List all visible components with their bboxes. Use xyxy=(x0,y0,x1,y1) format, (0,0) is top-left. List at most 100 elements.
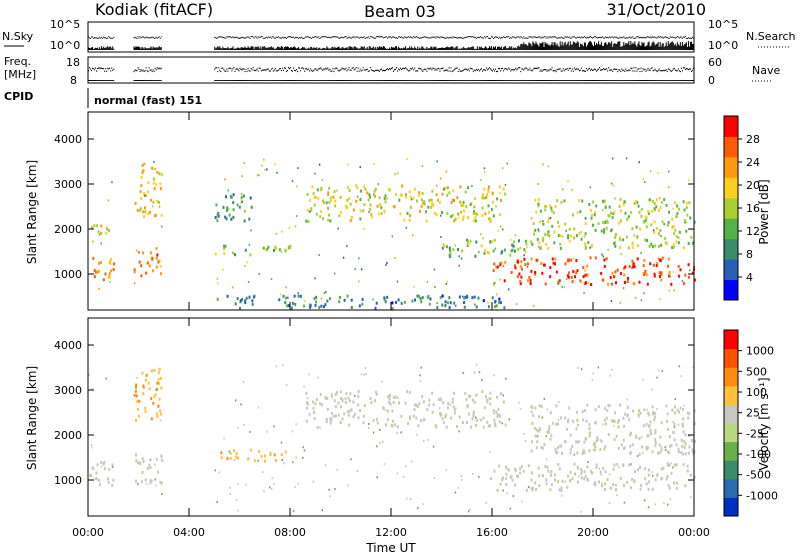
echo-cell xyxy=(656,226,658,230)
echo-cell xyxy=(619,246,622,250)
echo-cell xyxy=(446,193,449,197)
nave-point xyxy=(623,69,625,71)
echo-cell xyxy=(460,478,463,481)
echo-cell xyxy=(667,257,670,261)
nsky-bar xyxy=(579,43,581,50)
echo-cell xyxy=(615,281,617,285)
echo-cell xyxy=(632,409,635,413)
nsky-bar xyxy=(355,47,357,50)
nsearch-point xyxy=(579,37,581,39)
echo-cell xyxy=(660,235,662,237)
echo-cell xyxy=(604,220,607,224)
echo-cell xyxy=(237,509,239,512)
nsky-bar xyxy=(144,47,146,50)
nsky-bar xyxy=(530,44,532,50)
nsearch-point xyxy=(403,37,405,39)
echo-cell xyxy=(474,254,477,258)
echo-cell xyxy=(486,193,489,197)
nsearch-point xyxy=(597,37,599,39)
freq-point xyxy=(641,80,643,81)
nsky-bar xyxy=(469,47,471,50)
nave-point xyxy=(552,70,554,72)
freq-point xyxy=(470,80,472,81)
nsearch-point xyxy=(361,36,363,38)
echo-cell xyxy=(677,423,680,426)
nsearch-point xyxy=(320,37,322,39)
echo-cell xyxy=(557,419,560,422)
echo-cell xyxy=(585,281,587,285)
echo-cell xyxy=(160,386,163,390)
echo-cell xyxy=(263,158,265,161)
echo-cell xyxy=(104,272,107,276)
nsearch-point xyxy=(627,37,629,39)
echo-cell xyxy=(580,468,582,472)
nsky-bar xyxy=(291,47,293,50)
nave-point xyxy=(282,69,284,71)
freq-point xyxy=(429,80,431,81)
freq-point xyxy=(241,80,243,81)
echo-cell xyxy=(642,264,645,268)
echo-cell xyxy=(360,373,363,376)
echo-cell xyxy=(295,215,298,218)
nsearch-point xyxy=(662,37,664,39)
nsky-bar xyxy=(296,48,298,50)
nave-point xyxy=(232,68,234,70)
echo-cell xyxy=(580,476,583,480)
echo-cell xyxy=(539,246,542,250)
freq-point xyxy=(663,80,665,81)
echo-cell xyxy=(691,439,694,442)
echo-cell xyxy=(135,453,137,457)
freq-point xyxy=(394,80,396,81)
nsearch-point xyxy=(402,37,404,39)
echo-cell xyxy=(557,480,560,484)
nsky-bar xyxy=(468,47,470,50)
echo-cell xyxy=(537,429,540,433)
nsearch-point xyxy=(606,36,608,38)
echo-cell xyxy=(468,394,471,398)
nsky-bar xyxy=(412,48,414,50)
echo-cell xyxy=(557,220,559,224)
nave-point xyxy=(90,68,92,70)
echo-cell xyxy=(423,202,426,206)
echo-cell xyxy=(90,444,93,446)
echo-cell xyxy=(309,198,312,202)
echo-cell xyxy=(687,263,690,267)
nsearch-point xyxy=(453,36,455,38)
echo-cell xyxy=(612,212,615,216)
freq-point xyxy=(90,80,92,81)
echo-cell xyxy=(658,208,660,212)
nsearch-point xyxy=(420,37,422,39)
echo-cell xyxy=(448,296,451,300)
echo-cell xyxy=(159,419,162,422)
echo-cell xyxy=(288,227,291,230)
echo-cell xyxy=(431,189,434,193)
echo-cell xyxy=(145,271,148,275)
nave-point xyxy=(453,69,455,71)
colorbar-segment xyxy=(724,116,738,137)
freq-point xyxy=(227,80,229,81)
nsearch-point xyxy=(97,37,99,39)
nave-point xyxy=(110,70,112,72)
nsearch-point xyxy=(106,37,108,39)
nsky-traces xyxy=(88,36,694,50)
nsearch-point xyxy=(317,37,319,39)
echo-cell xyxy=(554,262,556,266)
echo-cell xyxy=(326,397,329,400)
nave-point xyxy=(322,69,324,72)
echo-cell xyxy=(459,185,462,189)
echo-cell xyxy=(460,210,462,214)
freq-point xyxy=(639,80,641,81)
nsearch-point xyxy=(340,36,342,38)
nsearch-point xyxy=(321,36,323,38)
echo-cell xyxy=(320,188,323,192)
echo-cell xyxy=(91,388,93,391)
nave-point xyxy=(554,69,556,71)
echo-cell xyxy=(475,393,478,397)
freq-point xyxy=(488,80,490,81)
nsky-bar xyxy=(588,41,590,50)
echo-cell xyxy=(598,480,600,484)
echo-cell xyxy=(632,265,634,269)
nave-point xyxy=(397,70,399,72)
echo-cell xyxy=(324,395,327,398)
echo-cell xyxy=(275,459,277,462)
